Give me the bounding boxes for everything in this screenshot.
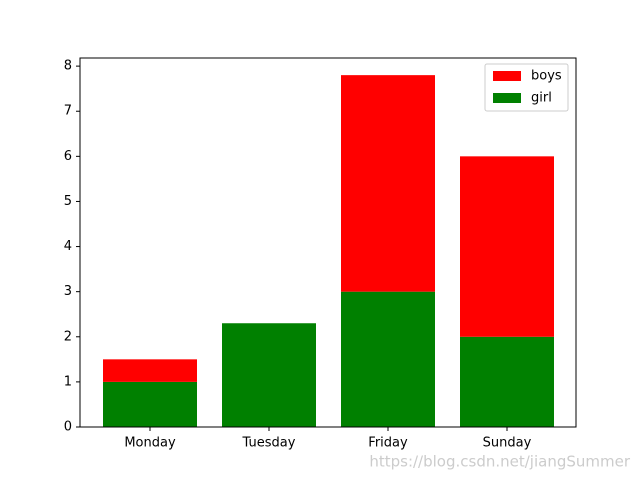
legend-label: boys — [531, 69, 562, 84]
bar — [460, 336, 554, 427]
plot-frame — [79, 57, 577, 428]
x-tick-label: Tuesday — [242, 436, 296, 451]
bar — [222, 323, 316, 427]
bar — [460, 156, 554, 337]
y-tick-label: 3 — [64, 284, 72, 299]
y-tick-label: 7 — [64, 104, 72, 119]
y-tick-label: 6 — [64, 149, 72, 164]
legend-swatch — [493, 71, 521, 81]
watermark: https://blog.csdn.net/jiangSummer — [369, 453, 630, 471]
y-tick-label: 1 — [64, 374, 72, 389]
bar — [341, 75, 435, 292]
legend-swatch — [493, 93, 521, 103]
bar — [341, 291, 435, 427]
y-tick-label: 4 — [64, 239, 72, 254]
bar — [103, 359, 197, 382]
y-tick-label: 8 — [64, 59, 72, 74]
bar — [103, 381, 197, 427]
x-tick-label: Monday — [124, 436, 176, 451]
x-tick-label: Friday — [368, 436, 408, 451]
x-tick-label: Sunday — [483, 436, 532, 451]
y-tick-label: 5 — [64, 194, 72, 209]
y-tick-label: 0 — [64, 420, 72, 435]
legend-label: girl — [531, 91, 552, 106]
y-tick-label: 2 — [64, 329, 72, 344]
